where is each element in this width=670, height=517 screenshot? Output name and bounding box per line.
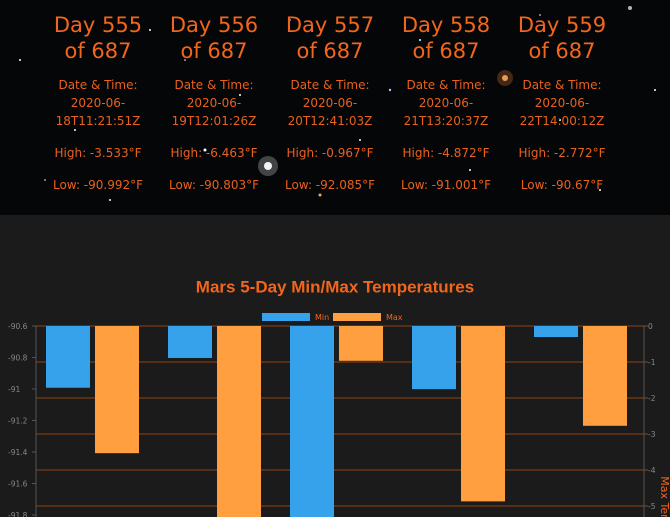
y-tick-label: -91.8 [8, 511, 28, 517]
chart: Mars 5-Day Min/Max Temperatures Min Max -90… [8, 277, 670, 517]
weather-card: Day 557 of 687 Date & Time: 2020-06-20T12:… [272, 12, 388, 194]
card-title: Day 559 of 687 [517, 13, 607, 63]
y-tick-label: -91.6 [8, 480, 28, 489]
legend-label: Max [386, 313, 403, 322]
y2-tick-label: -4 [648, 466, 656, 475]
legend-swatch [262, 313, 310, 321]
y2-tick-label: 0 [648, 322, 653, 331]
card-date: 2020-06-21T13:20:37Z [403, 96, 489, 128]
y-tick-label: -91.4 [8, 448, 28, 457]
card-date-label: Date & Time: [522, 78, 602, 92]
card-title: Day 558 of 687 [401, 13, 491, 63]
weather-card: Day 555 of 687 Date & Time: 2020-06-18T11:… [40, 12, 156, 194]
bar [461, 326, 505, 502]
legend-swatch [333, 313, 381, 321]
card-title: Day 555 of 687 [53, 13, 143, 63]
bar [583, 326, 627, 426]
weather-cards: Day 555 of 687 Date & Time: 2020-06-18T11:… [40, 12, 630, 194]
bar [46, 326, 90, 388]
y2-tick-label: -2 [648, 394, 656, 403]
card-date: 2020-06-18T11:21:51Z [55, 96, 141, 128]
legend-label: Min [315, 313, 329, 322]
bar [168, 326, 212, 358]
star-field [19, 6, 656, 201]
card-high: High: -2.772°F [518, 146, 606, 160]
card-title: Day 557 of 687 [285, 13, 375, 63]
card-high: High: -3.533°F [54, 146, 142, 160]
card-date: 2020-06-19T12:01:26Z [171, 96, 257, 128]
weather-card: Day 558 of 687 Date & Time: 2020-06-21T13:… [388, 12, 504, 194]
card-date: 2020-06-20T12:41:03Z [287, 96, 373, 128]
weather-card: Day 559 of 687 Date & Time: 2020-06-22T14:… [504, 12, 620, 194]
card-low: Low: -90.803°F [168, 178, 260, 192]
y2-tick-label: -1 [648, 358, 656, 367]
card-low: Low: -90.992°F [52, 178, 144, 192]
bar [290, 326, 334, 517]
card-high: High: -6.463°F [170, 146, 258, 160]
card-low: Low: -91.001°F [400, 178, 492, 192]
weather-card: Day 556 of 687 Date & Time: 2020-06-19T12:… [156, 12, 272, 194]
card-date-label: Date & Time: [290, 78, 370, 92]
bar [217, 326, 261, 517]
card-low: Low: -90.67°F [520, 178, 604, 192]
bar [412, 326, 456, 390]
y2-axis-label: Max Temp (°F) [658, 476, 670, 517]
card-high: High: -4.872°F [402, 146, 490, 160]
y-tick-label: -90.8 [8, 354, 28, 363]
card-date-label: Date & Time: [406, 78, 486, 92]
card-date-label: Date & Time: [58, 78, 138, 92]
card-low: Low: -92.085°F [284, 178, 376, 192]
bar [95, 326, 139, 454]
y2-tick-label: -5 [648, 502, 656, 511]
bar [534, 326, 578, 338]
card-date: 2020-06-22T14:00:12Z [519, 96, 605, 128]
card-title: Day 556 of 687 [169, 13, 259, 63]
card-date-label: Date & Time: [174, 78, 254, 92]
y2-tick-label: -3 [648, 430, 656, 439]
stars [19, 6, 656, 201]
y-tick-label: -91 [8, 385, 20, 394]
card-high: High: -0.967°F [286, 146, 374, 160]
bar [339, 326, 383, 361]
y-tick-label: -91.2 [8, 417, 28, 426]
star-background [0, 0, 670, 215]
chart-title: Mars 5-Day Min/Max Temperatures [196, 277, 474, 296]
y-tick-label: -90.6 [8, 322, 28, 331]
